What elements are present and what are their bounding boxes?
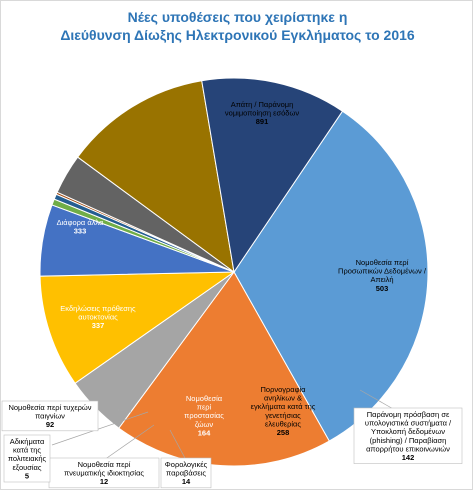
pie-slice (118, 271, 330, 467)
slice-value-label: 5 (25, 471, 29, 480)
slice-value-label: 258 (277, 428, 290, 437)
slice-label-text: πνευματικής ιδιοκτησίας (64, 469, 144, 478)
slice-label-text: Εκδηλώσεις πρόθεσης (60, 304, 136, 313)
leader-line (117, 409, 132, 413)
slice-value-label: 164 (198, 428, 211, 437)
slice-label-text: Νομοθεσία (186, 394, 223, 403)
leader-line (169, 429, 187, 461)
slice-value-label: 337 (92, 321, 105, 330)
chart-title-line-2: Διεύθυνση Δίωξης Ηλεκτρονικού Εγκλήματος… (60, 27, 415, 43)
slice-label-text: ζώων (195, 420, 214, 429)
slice-label-text: απορρήτου επικοινωνιών (366, 444, 450, 453)
slice-label-text: ανηλίκων & (264, 394, 302, 403)
slice-label-text: γενετήσιας (265, 411, 301, 420)
label-box (1, 400, 99, 432)
slice-label-text: παιγνίων (35, 412, 65, 421)
slice-label-text: Παράνομη πρόσβαση σε (367, 410, 450, 419)
slice-label-text: Νομοθεσία περί (78, 460, 131, 469)
slice-label-text: εγκλήματα κατά της (251, 402, 316, 411)
slice-label-text: Νομοθεσία περί (356, 258, 409, 267)
slice-value-label: 333 (74, 227, 87, 236)
slice-value-label: 503 (376, 284, 389, 293)
leader-line (51, 411, 149, 446)
slice-label-text: πολιτειακής (8, 454, 47, 463)
pie-slice (201, 77, 344, 274)
slice-label-text: νομιμοποίηση εσόδων (225, 109, 299, 118)
leader-line (359, 389, 396, 411)
slice-label-text: Νομοθεσία περί τυχερών (8, 403, 91, 412)
label-box (160, 457, 212, 489)
slice-label-text: Αδικήματα (10, 437, 45, 446)
slice-value-label: 14 (182, 477, 191, 486)
slice-label-text: Απάτη / Παράνομη (231, 100, 294, 109)
slice-label-text: Φορολογικές (165, 460, 208, 469)
pie-slice (77, 80, 235, 274)
slice-label-text: προστασίας (184, 411, 224, 420)
slice-label-text: εξουσίας (12, 463, 41, 472)
slice-label-text: ελευθερίας (265, 419, 301, 428)
slice-value-label: 891 (256, 117, 269, 126)
label-box (353, 407, 463, 464)
slice-label-text: υπολογιστικά συστήματα / (365, 419, 452, 428)
slice-label-text: Προσωπικών Δεδομένων / (338, 267, 427, 276)
slice-label-text: Υποκλοπή δεδομένων (371, 427, 445, 436)
slice-label-text: κατά της (13, 446, 41, 455)
slice-label-text: αυτοκτονίας (78, 313, 118, 322)
slice-value-label: 12 (100, 477, 108, 486)
chart-title-line-1: Νέες υποθέσεις που χειρίστηκε η (127, 9, 348, 25)
slice-label-text: περί (197, 403, 212, 412)
slice-label-text: Πορνογραφία (261, 385, 307, 394)
label-box (3, 434, 51, 483)
slice-value-label: 142 (402, 453, 415, 462)
slice-label-text: παραβάσεις (166, 469, 206, 478)
chart-title: Νέες υποθέσεις που χειρίστηκε η Διεύθυνσ… (0, 8, 475, 44)
slice-value-label: 92 (46, 420, 54, 429)
pie-slice (39, 271, 236, 384)
label-box (48, 457, 160, 489)
leader-line (103, 424, 155, 461)
slice-label-text: (phishing) / Παραβίαση (370, 436, 447, 445)
slice-label-text: Απειλή (370, 275, 393, 284)
slice-label-text: Διάφορα άλλα (57, 218, 104, 227)
